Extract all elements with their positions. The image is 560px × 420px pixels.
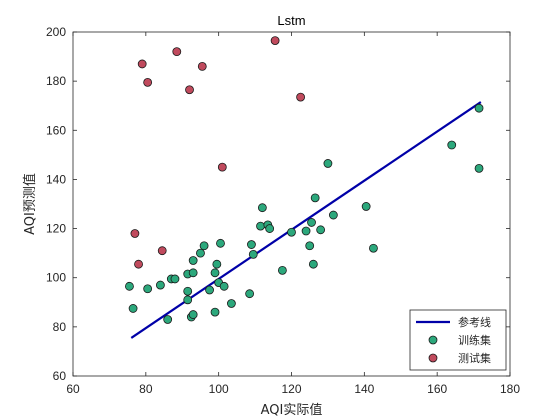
test-point bbox=[270, 36, 280, 45]
x-tick-label: 100 bbox=[209, 382, 229, 396]
y-tick-label: 120 bbox=[46, 222, 66, 236]
y-tick-label: 60 bbox=[53, 369, 67, 383]
legend-marker-swatch bbox=[428, 335, 438, 345]
train-point bbox=[245, 289, 255, 299]
train-point bbox=[183, 286, 193, 296]
train-point bbox=[247, 240, 256, 249]
train-point bbox=[305, 241, 315, 251]
test-point bbox=[296, 92, 306, 102]
train-point bbox=[301, 226, 311, 236]
train-point bbox=[308, 259, 318, 269]
axis-ticks: 60 80 100 120 140 160 180 60 80 100 120 140 160 180 20… bbox=[46, 25, 520, 396]
y-axis-label: AQI预测值 bbox=[22, 173, 38, 235]
train-point bbox=[257, 203, 267, 213]
train-point bbox=[316, 225, 326, 235]
train-point bbox=[188, 310, 198, 319]
test-point bbox=[134, 259, 143, 269]
x-tick-label: 120 bbox=[281, 382, 301, 396]
y-tick-label: 140 bbox=[46, 172, 66, 186]
legend-label: 训练集 bbox=[458, 333, 491, 347]
test-point bbox=[143, 77, 153, 87]
train-point bbox=[196, 248, 205, 258]
test-point bbox=[197, 62, 207, 71]
train-point bbox=[125, 281, 134, 291]
data-marks bbox=[125, 36, 484, 339]
x-tick-label: 60 bbox=[66, 382, 80, 396]
x-axis-label: AQI实际值 bbox=[261, 402, 323, 418]
train-point bbox=[210, 268, 220, 278]
x-tick-label: 160 bbox=[427, 382, 447, 396]
train-point bbox=[170, 274, 180, 284]
train-point bbox=[474, 103, 484, 113]
train-point bbox=[361, 202, 371, 211]
train-point bbox=[447, 140, 457, 150]
train-point bbox=[163, 315, 173, 324]
test-point bbox=[172, 47, 182, 57]
test-point bbox=[137, 59, 147, 69]
legend-box bbox=[409, 309, 507, 371]
train-point bbox=[128, 304, 138, 313]
train-point bbox=[199, 241, 209, 251]
train-point bbox=[143, 284, 153, 294]
x-tick-label: 180 bbox=[500, 382, 520, 396]
y-tick-label: 180 bbox=[46, 74, 66, 88]
train-point bbox=[328, 210, 338, 220]
y-tick-label: 80 bbox=[53, 320, 67, 334]
test-point bbox=[157, 246, 167, 256]
train-point bbox=[256, 221, 265, 231]
train-point bbox=[219, 281, 229, 291]
train-point bbox=[210, 307, 220, 317]
train-point bbox=[287, 227, 296, 237]
train-point bbox=[205, 285, 214, 295]
train-point bbox=[307, 218, 316, 227]
train-point bbox=[310, 193, 320, 203]
train-point bbox=[265, 224, 275, 233]
train-point bbox=[212, 259, 222, 269]
train-point bbox=[323, 159, 333, 168]
test-point bbox=[185, 85, 194, 95]
chart-title: Lstm bbox=[277, 13, 305, 28]
y-tick-label: 100 bbox=[46, 271, 66, 285]
y-tick-label: 160 bbox=[46, 123, 66, 137]
test-point bbox=[130, 229, 140, 238]
train-point bbox=[216, 238, 225, 248]
train-point bbox=[188, 256, 198, 265]
legend-marker-swatch bbox=[428, 353, 438, 363]
train-point bbox=[183, 295, 193, 305]
train-point bbox=[248, 249, 258, 259]
train-point bbox=[474, 163, 484, 173]
legend-label: 参考线 bbox=[458, 315, 491, 329]
train-point bbox=[227, 299, 236, 308]
test-point bbox=[217, 162, 227, 172]
x-tick-label: 80 bbox=[139, 382, 153, 396]
train-point bbox=[277, 265, 287, 275]
train-point bbox=[369, 243, 378, 253]
train-point bbox=[155, 280, 165, 290]
x-tick-label: 140 bbox=[354, 382, 374, 396]
y-tick-label: 200 bbox=[46, 25, 66, 39]
legend-label: 测试集 bbox=[458, 351, 491, 365]
train-point bbox=[188, 268, 198, 278]
